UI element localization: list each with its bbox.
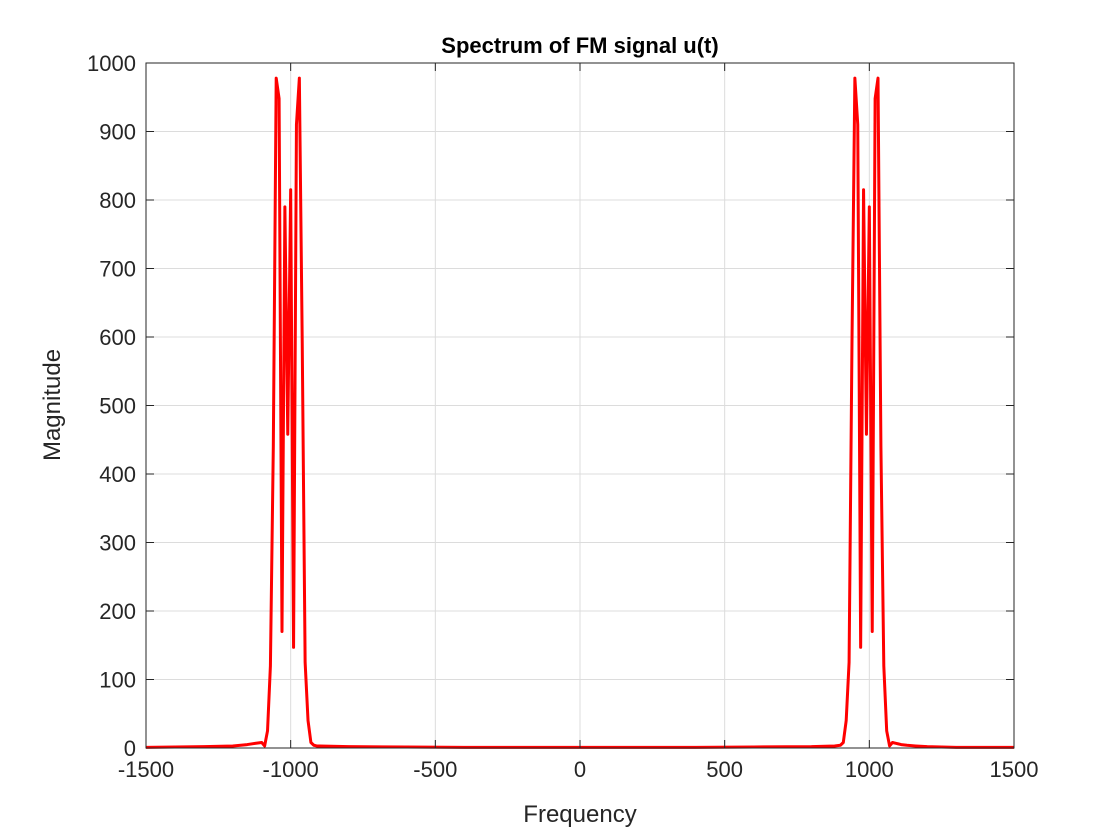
y-tick-label: 300 bbox=[99, 531, 136, 556]
y-tick-label: 200 bbox=[99, 599, 136, 624]
y-tick-label: 0 bbox=[124, 736, 136, 761]
x-tick-labels: -1500 -1000 -500 0 500 1000 1500 bbox=[118, 757, 1039, 782]
y-tick-labels: 0 100 200 300 400 500 600 700 800 900 1000 bbox=[87, 51, 136, 761]
series-line bbox=[145, 76, 1014, 749]
y-tick-label: 1000 bbox=[87, 51, 136, 76]
x-tick-label: -1500 bbox=[118, 757, 174, 782]
x-axis-label: Frequency bbox=[523, 801, 636, 828]
x-tick-label: -500 bbox=[413, 757, 457, 782]
y-tick-label: 900 bbox=[99, 120, 136, 145]
x-tick-label: -1000 bbox=[263, 757, 319, 782]
chart-title: Spectrum of FM signal u(t) bbox=[441, 33, 718, 58]
y-tick-label: 600 bbox=[99, 325, 136, 350]
y-tick-label: 100 bbox=[99, 668, 136, 693]
y-tick-label: 500 bbox=[99, 394, 136, 419]
x-tick-label: 1500 bbox=[990, 757, 1039, 782]
x-tick-label: 1000 bbox=[845, 757, 894, 782]
y-tick-label: 400 bbox=[99, 462, 136, 487]
ticks bbox=[145, 62, 1015, 749]
series-layer bbox=[145, 76, 1014, 749]
y-tick-label: 700 bbox=[99, 257, 136, 282]
x-tick-label: 500 bbox=[706, 757, 743, 782]
y-tick-label: 800 bbox=[99, 188, 136, 213]
y-axis-label: Magnitude bbox=[39, 349, 66, 461]
x-tick-label: 0 bbox=[574, 757, 586, 782]
